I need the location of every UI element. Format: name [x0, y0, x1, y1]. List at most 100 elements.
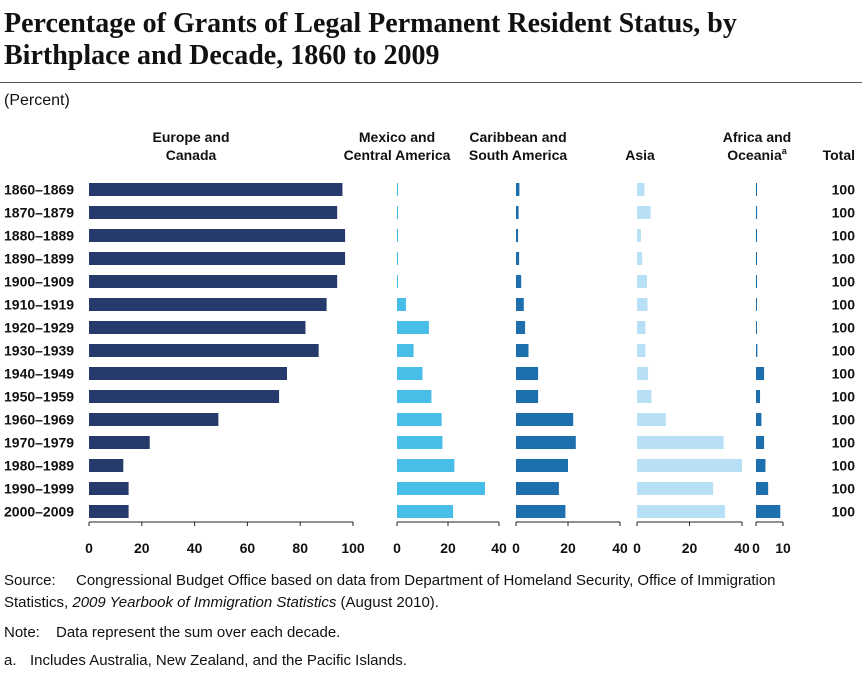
x-tick-label: 0 — [393, 540, 401, 556]
bar — [637, 413, 666, 426]
source-note-line2: Statistics, 2009 Yearbook of Immigration… — [4, 592, 439, 613]
decade-label: 1970–1979 — [4, 435, 74, 451]
bar — [397, 505, 454, 518]
bar — [756, 390, 761, 403]
bar — [516, 413, 574, 426]
bar — [397, 344, 414, 357]
bar — [397, 436, 443, 449]
series-header-africa-and-oceania-line1: Africa and — [723, 129, 791, 145]
source-label: Source: — [4, 572, 56, 589]
decade-label: 2000–2009 — [4, 504, 74, 520]
total-value: 100 — [832, 182, 856, 198]
bar — [756, 229, 757, 242]
bar — [397, 482, 485, 495]
total-value: 100 — [832, 343, 856, 359]
total-value: 100 — [832, 389, 856, 405]
bar — [89, 436, 150, 449]
decade-label: 1940–1949 — [4, 366, 74, 382]
series-header-europe-and-canada-line1: Europe and — [152, 129, 229, 145]
total-value: 100 — [832, 412, 856, 428]
series-header-europe-and-canada-line2: Canada — [166, 147, 217, 163]
bar — [637, 321, 646, 334]
bar — [756, 413, 762, 426]
footnote-text: Includes Australia, New Zealand, and the… — [30, 652, 407, 669]
bar — [89, 275, 338, 288]
bar — [756, 505, 781, 518]
note-text: Data represent the sum over each decade. — [56, 624, 341, 641]
bar — [756, 482, 769, 495]
bar — [516, 505, 566, 518]
total-value: 100 — [832, 481, 856, 497]
bar — [756, 252, 757, 265]
bar — [89, 321, 306, 334]
bar — [756, 275, 757, 288]
bar — [756, 459, 766, 472]
bar — [637, 505, 725, 518]
decade-label: 1990–1999 — [4, 481, 74, 497]
bar — [637, 183, 645, 196]
x-tick-label: 20 — [560, 540, 576, 556]
bar — [89, 390, 280, 403]
total-value: 100 — [832, 366, 856, 382]
bar — [637, 459, 742, 472]
bar — [516, 436, 576, 449]
bar — [89, 206, 338, 219]
total-value: 100 — [832, 320, 856, 336]
footnote: a. Includes Australia, New Zealand, and t… — [4, 650, 407, 671]
bar — [516, 183, 520, 196]
bar — [516, 482, 559, 495]
x-tick-label: 40 — [491, 540, 507, 556]
source-text-line1: Congressional Budget Office based on dat… — [76, 572, 776, 589]
bar — [89, 413, 219, 426]
decade-label: 1870–1879 — [4, 205, 74, 221]
bar — [89, 298, 327, 311]
bar — [637, 275, 647, 288]
total-value: 100 — [832, 274, 856, 290]
bar — [756, 183, 757, 196]
source-note: Source: Congressional Budget Office based… — [4, 570, 776, 591]
bar — [397, 275, 399, 288]
bar — [516, 206, 519, 219]
x-tick-label: 60 — [240, 540, 256, 556]
decade-label: 1900–1909 — [4, 274, 74, 290]
x-tick-label: 0 — [633, 540, 641, 556]
bar — [516, 229, 519, 242]
bar — [397, 390, 432, 403]
chart-title: Percentage of Grants of Legal Permanent … — [4, 8, 737, 71]
decade-label: 1950–1959 — [4, 389, 74, 405]
series-header-mexico-and-central-america-line2: Central America — [344, 147, 451, 163]
bar — [397, 183, 398, 196]
bar — [89, 482, 129, 495]
series-header-mexico-and-central-america-line1: Mexico and — [359, 129, 435, 145]
bar — [637, 252, 643, 265]
decade-label: 1890–1899 — [4, 251, 74, 267]
decade-label: 1960–1969 — [4, 412, 74, 428]
decade-label: 1880–1889 — [4, 228, 74, 244]
decade-label: 1930–1939 — [4, 343, 74, 359]
x-tick-label: 40 — [734, 540, 750, 556]
series-header-caribbean-and-south-america-line1: Caribbean and — [469, 129, 566, 145]
total-value: 100 — [832, 205, 856, 221]
bar — [397, 321, 429, 334]
source-publication-title: 2009 Yearbook of Immigration Statistics — [72, 594, 337, 611]
bar — [397, 229, 398, 242]
bar — [397, 367, 423, 380]
bar — [516, 459, 568, 472]
bar — [516, 367, 539, 380]
total-value: 100 — [832, 504, 856, 520]
bar — [756, 206, 758, 219]
bar — [89, 505, 129, 518]
bar — [637, 344, 646, 357]
bar — [637, 436, 724, 449]
x-tick-label: 0 — [752, 540, 760, 556]
bar — [89, 367, 287, 380]
x-tick-label: 80 — [292, 540, 308, 556]
bar — [89, 459, 124, 472]
footnote-marker: a — [782, 146, 788, 156]
bar — [516, 275, 522, 288]
footnote-label: a. — [4, 652, 17, 669]
bar — [756, 367, 765, 380]
bar — [516, 298, 524, 311]
total-value: 100 — [832, 251, 856, 267]
